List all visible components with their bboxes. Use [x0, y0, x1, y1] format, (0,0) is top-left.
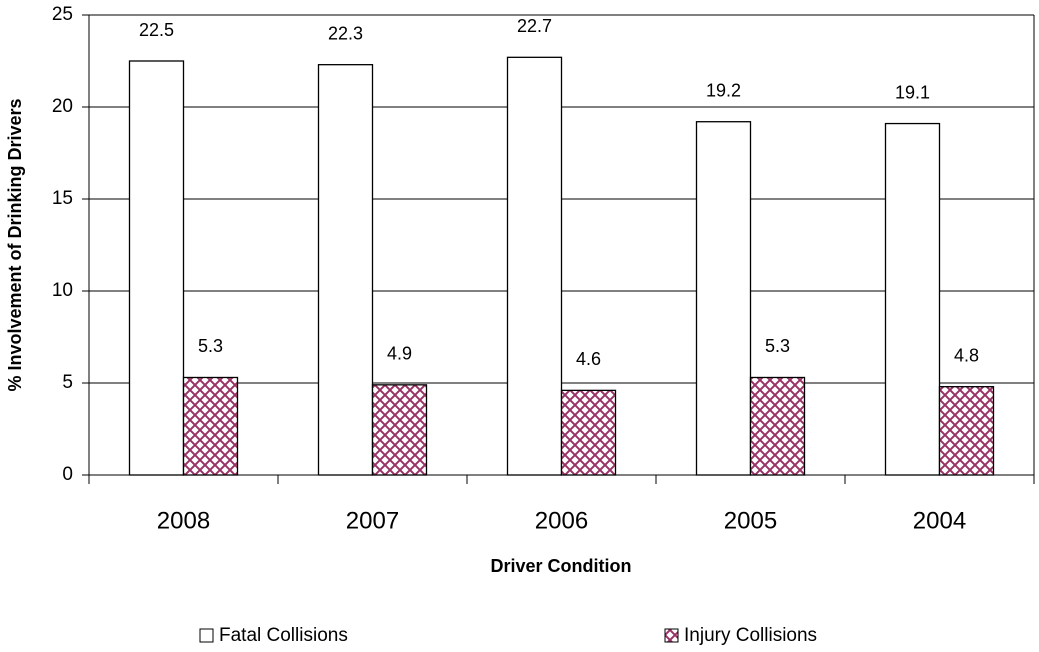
bar: [695, 121, 752, 476]
data-label: 4.6: [576, 349, 601, 369]
bar: [560, 389, 617, 476]
data-label: 5.3: [198, 336, 223, 356]
x-tick-label: 2007: [346, 507, 399, 534]
bar: [884, 122, 941, 476]
y-tick-label: 20: [52, 96, 73, 117]
x-tick-label: 2008: [157, 507, 210, 534]
data-label: 22.7: [517, 16, 552, 36]
data-label: 19.2: [706, 80, 741, 100]
y-axis-title: % Involvement of Drinking Drivers: [5, 98, 25, 391]
x-tick-label: 2006: [535, 507, 588, 534]
bar: [371, 384, 428, 476]
data-label: 22.5: [139, 20, 174, 40]
y-tick-label: 15: [52, 188, 73, 209]
y-tick-label: 0: [62, 464, 73, 485]
legend-swatch: [199, 628, 214, 643]
data-label: 5.3: [765, 336, 790, 356]
bar: [506, 56, 563, 476]
y-tick-label: 5: [62, 372, 73, 393]
data-label: 4.9: [387, 344, 412, 364]
y-tick-label: 10: [52, 280, 73, 301]
x-tick-label: 2005: [724, 507, 777, 534]
bar: [938, 386, 995, 476]
legend-label: Injury Collisions: [684, 625, 817, 646]
bar: [182, 376, 239, 476]
y-tick-label: 25: [52, 4, 73, 25]
legend-label: Fatal Collisions: [219, 625, 348, 646]
x-axis-title: Driver Condition: [490, 556, 631, 576]
bar: [128, 60, 185, 476]
bar: [317, 64, 374, 476]
bar: [749, 376, 806, 476]
legend-swatch: [664, 628, 679, 643]
data-label: 19.1: [895, 82, 930, 102]
x-tick-label: 2004: [913, 507, 966, 534]
data-label: 4.8: [954, 345, 979, 365]
data-label: 22.3: [328, 23, 363, 43]
